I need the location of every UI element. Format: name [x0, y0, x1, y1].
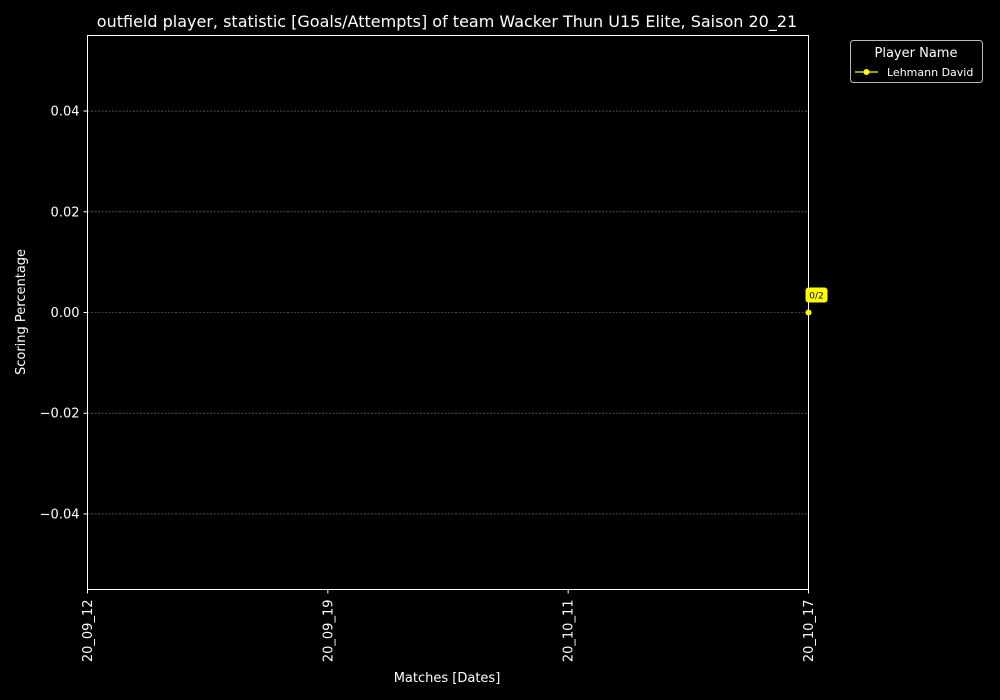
- data-point: [805, 309, 812, 316]
- legend-title: Player Name: [875, 46, 958, 61]
- legend-point-marker: [863, 69, 870, 75]
- data-label: 0/2: [809, 292, 823, 302]
- y-tick-label: −0.04: [40, 507, 80, 522]
- y-tick-label: −0.02: [40, 407, 80, 422]
- data-label-box: [805, 287, 828, 303]
- y-axis-ticks: 0.04 0.02 0.00 −0.02 −0.04: [40, 105, 88, 522]
- chart-title: outfield player, statistic [Goals/Attemp…: [97, 12, 797, 32]
- y-tick-label: 0.02: [51, 205, 80, 220]
- series-layer: 0/2: [805, 287, 828, 316]
- legend-box: [850, 40, 983, 83]
- x-axis-ticks: 20_09_12 20_09_19 20_10_11 20_10_17: [81, 589, 817, 663]
- x-tick-label: 20_10_17: [802, 600, 817, 663]
- x-tick-label: 20_09_19: [321, 600, 336, 663]
- legend: Player Name Lehmann David: [850, 40, 983, 83]
- x-axis-label: Matches [Dates]: [394, 671, 501, 686]
- grid-lines: [87, 110, 809, 515]
- y-axis-label: Scoring Percentage: [14, 249, 29, 375]
- x-tick-label: 20_09_12: [81, 600, 96, 663]
- legend-entry-label: Lehmann David: [887, 66, 973, 79]
- x-tick-label: 20_10_11: [562, 600, 577, 663]
- y-tick-label: 0.00: [51, 306, 80, 321]
- y-tick-label: 0.04: [51, 105, 80, 120]
